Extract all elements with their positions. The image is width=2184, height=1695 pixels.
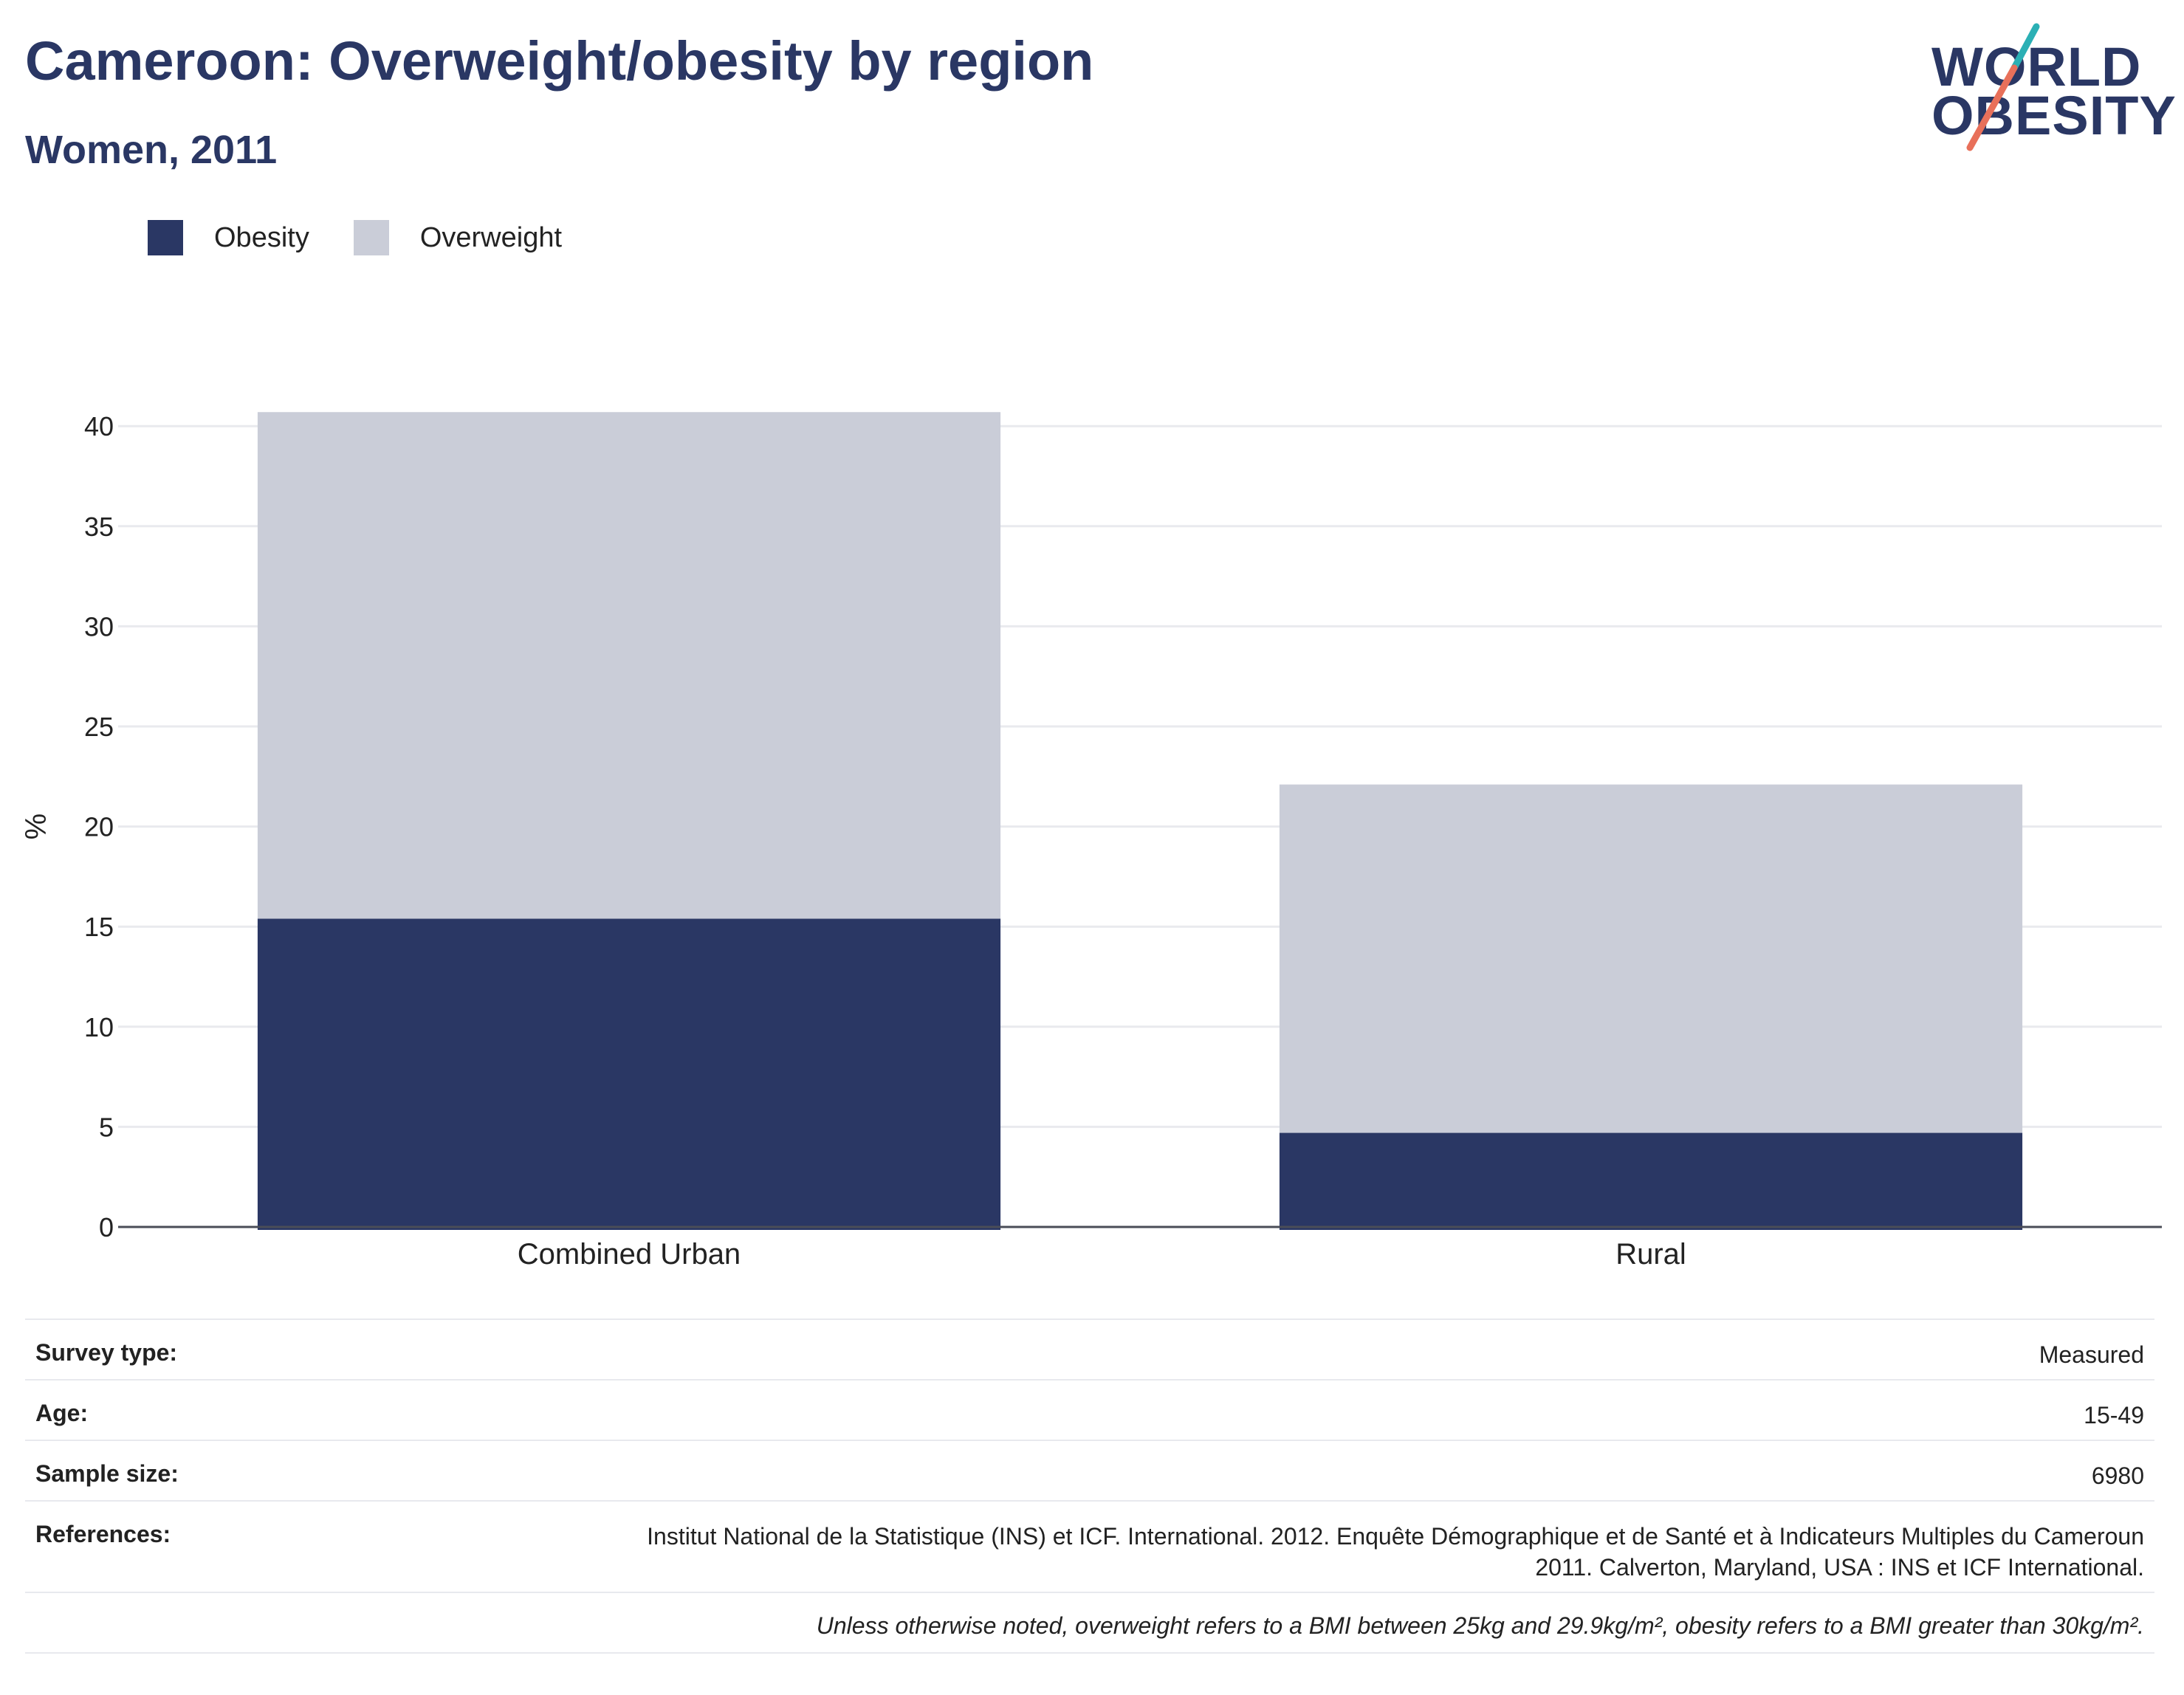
survey-info-table: Survey type: Measured Age: 15-49 Sample … (25, 1318, 2154, 1654)
logo-word-obesity: OBESITY (1931, 85, 2177, 146)
bar-overweight-combined-urban (257, 412, 1001, 919)
legend-label-obesity: Obesity (214, 221, 309, 253)
y-tick-label-5: 5 (99, 1112, 114, 1142)
x-category-label-combined-urban: Combined Urban (518, 1238, 741, 1271)
y-tick-label-0: 0 (99, 1212, 114, 1242)
bar-obesity-combined-urban (257, 918, 1001, 1230)
logo-slash-icon (1966, 23, 2040, 151)
info-row-survey-type: Survey type: Measured (25, 1318, 2154, 1379)
age-label: Age: (35, 1400, 89, 1426)
world-obesity-logo: WORLD OBESITY (1920, 21, 2176, 154)
y-tick-label-30: 30 (84, 611, 114, 642)
legend-label-overweight: Overweight (419, 221, 563, 253)
y-tick-label-40: 40 (84, 411, 114, 441)
chart-subtitle: Women, 2011 (25, 128, 278, 172)
sample-size-value: 6980 (2091, 1462, 2144, 1489)
y-axis-title: % (20, 814, 52, 840)
logo-word-world: WORLD (1931, 36, 2142, 97)
y-tick-label-25: 25 (84, 712, 114, 742)
y-tick-label-15: 15 (84, 912, 114, 942)
info-row-sample-size: Sample size: 6980 (25, 1440, 2154, 1500)
references-label: References: (35, 1521, 171, 1547)
info-row-references: References: Institut National de la Stat… (25, 1500, 2154, 1592)
age-value: 15-49 (2084, 1402, 2144, 1428)
survey-type-label: Survey type: (35, 1339, 178, 1366)
bar-obesity-rural (1279, 1132, 2023, 1230)
info-row-age: Age: 15-49 (25, 1379, 2154, 1440)
y-tick-label-20: 20 (84, 812, 114, 842)
y-tick-label-10: 10 (84, 1012, 114, 1042)
legend-item-obesity[interactable]: Obesity (148, 220, 309, 255)
legend-swatch-overweight (353, 220, 389, 255)
chart-legend: Obesity Overweight (148, 220, 606, 255)
references-value: Institut National de la Statistique (INS… (647, 1523, 2144, 1581)
info-row-definition-note: Unless otherwise noted, overweight refer… (25, 1592, 2154, 1654)
chart-title: Cameroon: Overweight/obesity by region (25, 30, 1094, 92)
definition-note: Unless otherwise noted, overweight refer… (816, 1612, 2144, 1639)
x-category-label-rural: Rural (1615, 1238, 1686, 1271)
y-tick-label-35: 35 (84, 512, 114, 542)
legend-item-overweight[interactable]: Overweight (353, 220, 563, 255)
sample-size-label: Sample size: (35, 1460, 179, 1487)
legend-swatch-obesity (148, 220, 183, 255)
survey-type-value: Measured (2039, 1341, 2144, 1368)
stacked-bar-chart: 0 5 10 15 20 25 30 35 40% Combined Urban Rural (20, 411, 2162, 1271)
bar-overweight-rural (1279, 784, 2023, 1133)
